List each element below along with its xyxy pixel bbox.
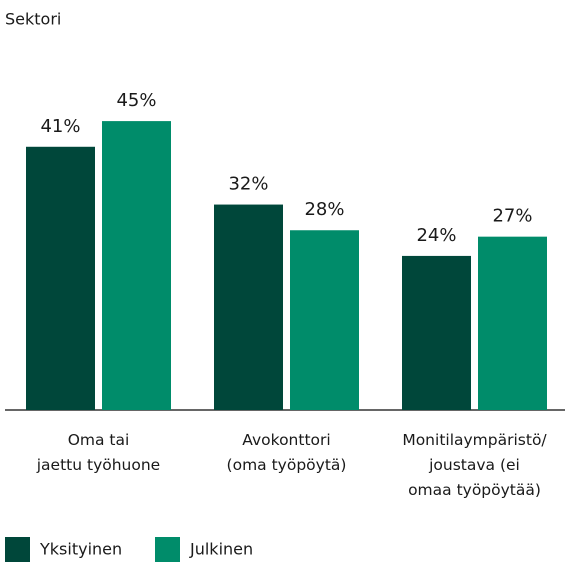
legend-swatch: [155, 537, 180, 562]
value-label: 41%: [40, 116, 80, 137]
bar: [290, 230, 359, 410]
value-label: 27%: [492, 206, 532, 227]
x-tick-label: Avokonttori (oma työpöytä): [227, 431, 347, 474]
legend-label: Julkinen: [189, 540, 253, 559]
chart-title: Sektori: [5, 10, 61, 29]
value-label: 45%: [116, 90, 156, 111]
value-label: 28%: [304, 199, 344, 220]
legend-swatch: [5, 537, 30, 562]
bar: [402, 255, 471, 410]
legend-label: Yksityinen: [39, 540, 122, 559]
x-tick-label: Oma tai jaettu työhuone: [36, 431, 160, 474]
bar: [102, 121, 171, 410]
value-label: 24%: [416, 225, 456, 246]
x-tick-label: Monitilaympäristö/joustava (ei omaa työpö…: [402, 431, 547, 499]
bar: [478, 236, 547, 410]
bar: [26, 146, 95, 410]
bar: [214, 204, 283, 410]
value-label: 32%: [228, 174, 268, 195]
